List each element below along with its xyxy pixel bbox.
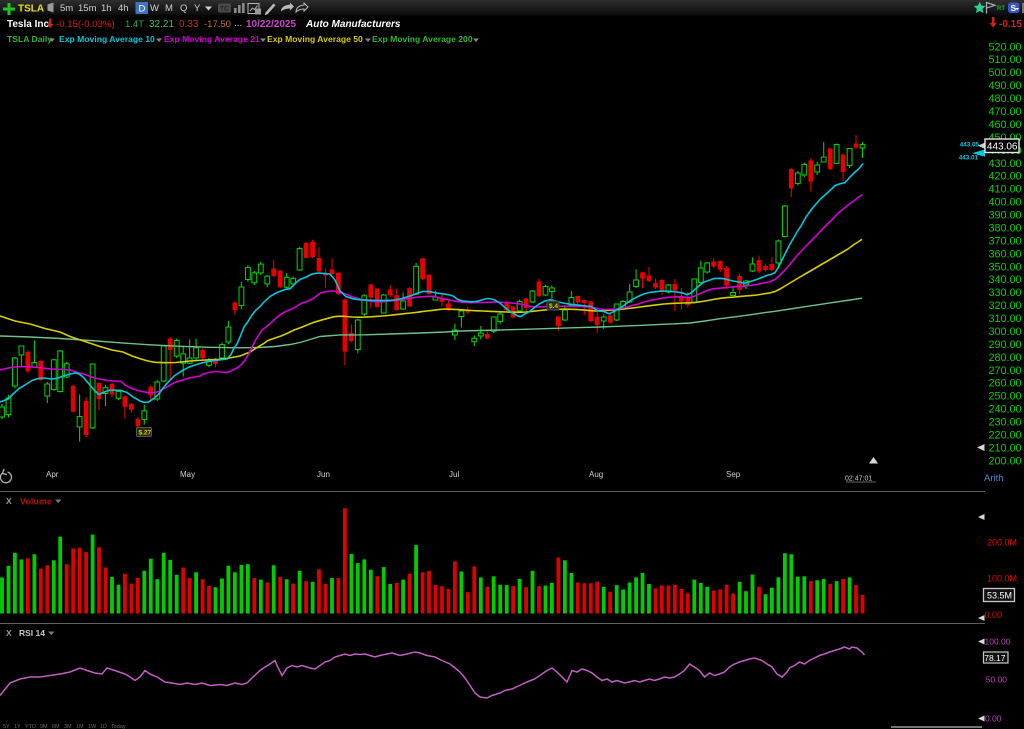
svg-text:470.00: 470.00 (988, 106, 1021, 118)
svg-text:W: W (150, 3, 159, 14)
svg-text:-0.15(-0.03%): -0.15(-0.03%) (56, 19, 115, 30)
svg-text:M: M (165, 3, 173, 14)
svg-text:520.00: 520.00 (988, 41, 1021, 53)
svg-text:500.00: 500.00 (988, 67, 1021, 79)
svg-text:240.00: 240.00 (988, 404, 1021, 416)
svg-text:S: S (1011, 3, 1017, 13)
svg-text:Sep: Sep (726, 470, 741, 479)
svg-text:Jun: Jun (317, 470, 330, 479)
svg-text:290.00: 290.00 (988, 339, 1021, 351)
svg-text:420.00: 420.00 (988, 171, 1021, 183)
svg-text:Aug: Aug (589, 470, 603, 479)
svg-text:350.00: 350.00 (988, 261, 1021, 273)
svg-text:510.00: 510.00 (988, 54, 1021, 66)
svg-text:200.0M: 200.0M (987, 538, 1017, 548)
svg-text:0.33: 0.33 (179, 19, 199, 30)
svg-text:443.05: 443.05 (960, 142, 980, 149)
svg-text:Apr: Apr (46, 470, 59, 479)
svg-text:4h: 4h (118, 3, 129, 14)
svg-text:340.00: 340.00 (988, 274, 1021, 286)
svg-text:-17.50: -17.50 (204, 19, 231, 30)
svg-text:330.00: 330.00 (988, 287, 1021, 299)
svg-text:Tesla Inc: Tesla Inc (7, 19, 49, 30)
svg-text:300.00: 300.00 (988, 326, 1021, 338)
svg-text:430.00: 430.00 (988, 158, 1021, 170)
svg-text:RSI 14: RSI 14 (19, 628, 45, 638)
svg-text:02:47:01: 02:47:01 (845, 476, 872, 483)
svg-text:9M: 9M (40, 724, 48, 729)
svg-text:100.0M: 100.0M (987, 574, 1017, 584)
svg-text:6M: 6M (52, 724, 60, 729)
svg-text:Y: Y (194, 3, 201, 14)
svg-text:$.27: $.27 (139, 430, 152, 437)
svg-text:443.06: 443.06 (987, 142, 1018, 153)
svg-text:3M: 3M (64, 724, 72, 729)
svg-text:Exp Moving Average 50: Exp Moving Average 50 (267, 34, 363, 44)
svg-text:443.01: 443.01 (959, 155, 979, 162)
svg-text:5m: 5m (60, 3, 73, 14)
svg-text:0.00: 0.00 (985, 714, 1002, 724)
svg-text:15m: 15m (78, 3, 97, 14)
svg-text:TSLA: TSLA (18, 4, 44, 15)
svg-text:X: X (6, 496, 12, 506)
svg-text:1.4T: 1.4T (125, 19, 144, 30)
svg-text:100.00: 100.00 (985, 637, 1011, 647)
svg-text:220.00: 220.00 (988, 430, 1021, 442)
svg-text:Today: Today (111, 724, 126, 729)
svg-text:Exp Moving Average 21: Exp Moving Average 21 (164, 34, 260, 44)
svg-text:370.00: 370.00 (988, 235, 1021, 247)
svg-text:390.00: 390.00 (988, 210, 1021, 222)
svg-text:-0.15: -0.15 (999, 19, 1022, 30)
svg-text:360.00: 360.00 (988, 248, 1021, 260)
svg-text:460.00: 460.00 (988, 119, 1021, 131)
svg-text:400.00: 400.00 (988, 197, 1021, 209)
svg-text:Jul: Jul (449, 470, 459, 479)
svg-text:280.00: 280.00 (988, 352, 1021, 364)
svg-text:1Y: 1Y (14, 724, 21, 729)
svg-text:32.21: 32.21 (149, 19, 174, 30)
svg-text:1D: 1D (100, 724, 107, 729)
svg-text:270.00: 270.00 (988, 365, 1021, 377)
svg-text:410.00: 410.00 (988, 184, 1021, 196)
svg-text:1h: 1h (101, 3, 112, 14)
svg-text:X: X (6, 628, 12, 638)
svg-text:0.00: 0.00 (984, 610, 1002, 620)
svg-text:5Y: 5Y (3, 724, 10, 729)
svg-text:10/22/2025: 10/22/2025 (246, 19, 296, 30)
svg-text:Volume: Volume (20, 497, 52, 507)
svg-text:78.17: 78.17 (984, 653, 1006, 663)
svg-text:260.00: 260.00 (988, 378, 1021, 390)
svg-text:TC: TC (220, 6, 229, 13)
svg-text:May: May (180, 470, 195, 479)
svg-text:RT: RT (997, 6, 1005, 12)
svg-text:D: D (139, 4, 146, 15)
svg-text:310.00: 310.00 (988, 313, 1021, 325)
svg-text:Q: Q (180, 3, 187, 14)
svg-text:1M: 1M (76, 724, 84, 729)
svg-text:490.00: 490.00 (988, 80, 1021, 92)
svg-text:Exp Moving Average 200: Exp Moving Average 200 (372, 34, 473, 44)
svg-text:Exp Moving Average 10: Exp Moving Average 10 (59, 34, 155, 44)
svg-text:YTD: YTD (25, 724, 36, 729)
svg-text:50.00: 50.00 (986, 675, 1008, 685)
svg-text:$.4: $.4 (549, 303, 558, 310)
svg-text:250.00: 250.00 (988, 391, 1021, 403)
svg-text:...: ... (234, 18, 242, 29)
svg-text:230.00: 230.00 (988, 417, 1021, 429)
svg-text:200.00: 200.00 (988, 455, 1021, 467)
svg-text:320.00: 320.00 (988, 300, 1021, 312)
svg-text:1W: 1W (88, 724, 97, 729)
svg-text:Auto Manufacturers: Auto Manufacturers (305, 19, 401, 30)
svg-text:TSLA Daily: TSLA Daily (7, 34, 52, 44)
svg-text:Arith: Arith (984, 473, 1004, 484)
svg-text:380.00: 380.00 (988, 223, 1021, 235)
svg-text:53.5M: 53.5M (987, 591, 1012, 601)
svg-text:210.00: 210.00 (988, 442, 1021, 454)
svg-text:480.00: 480.00 (988, 93, 1021, 105)
